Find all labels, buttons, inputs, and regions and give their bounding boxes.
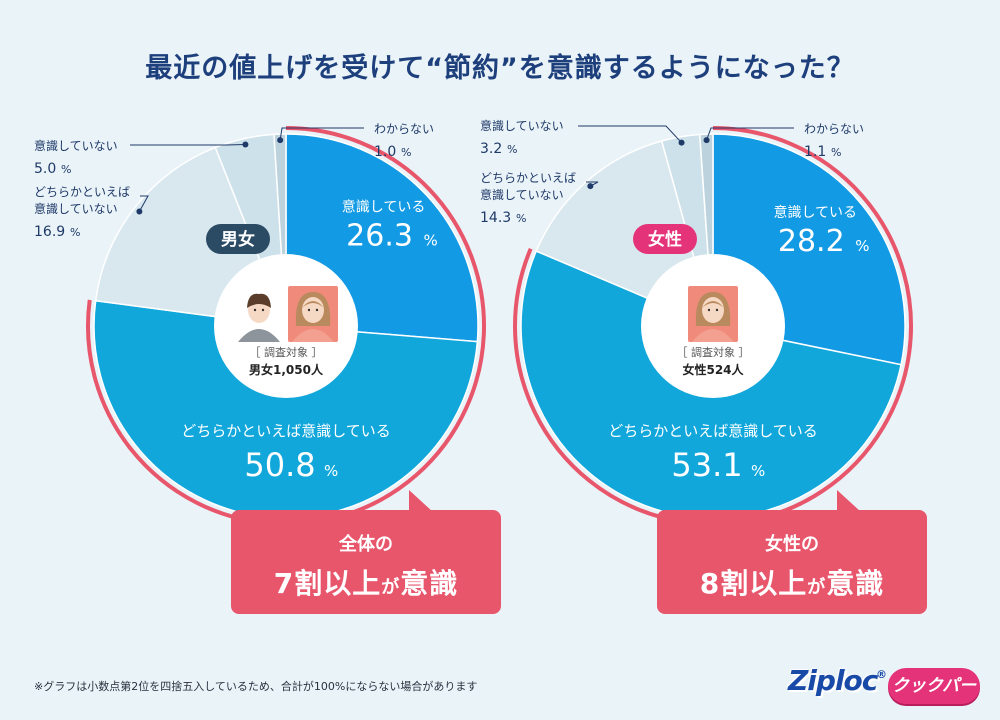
outer-label-text: わからない [804, 122, 864, 136]
outer-label-text: 意識していない [480, 118, 564, 133]
outer-label-value: 5.0 [34, 161, 56, 177]
slice-label: 意識している [342, 198, 426, 215]
slice-label: 意識している [773, 204, 857, 221]
percent-sign: % [751, 462, 765, 480]
outer-label-not: 意識していない 5.0% [34, 138, 249, 177]
outer-label-text: 意識していない [34, 201, 118, 216]
outer-label-text: どちらかといえば [34, 185, 130, 199]
callout-end: 意識 [400, 567, 459, 600]
callout-tail [837, 490, 861, 512]
callout-line2: 8割以上が意識 [657, 562, 927, 602]
percent-sign: % [324, 462, 338, 480]
callout-female: 女性の 8割以上が意識 [657, 490, 927, 614]
group-badge-text: 男女 [221, 229, 255, 250]
highlight-ring [513, 126, 913, 526]
callout-particle: が [381, 577, 401, 598]
outer-label-unknown: わからない 1.0% [277, 122, 434, 160]
callout-particle: が [807, 577, 827, 598]
female-icon [288, 286, 338, 342]
female-icon [688, 286, 738, 342]
outer-label-text: わからない [374, 122, 434, 136]
group-badge-text: 女性 [648, 229, 682, 250]
survey-label: ［ 調査対象 ］ [250, 345, 323, 359]
outer-label-text: どちらかといえば [480, 171, 576, 185]
callout-main: 7割以上 [273, 567, 382, 600]
chart-title: 最近の値上げを受けて“節約”を意識するようになった？ [145, 53, 855, 84]
footnote: ※グラフは小数点第2位を四捨五入しているため、合計が100%にならない場合があり… [34, 680, 478, 693]
percent-sign: % [70, 226, 80, 239]
outer-label-value: 3.2 [480, 141, 502, 157]
survey-label: ［ 調査対象 ］ [677, 345, 750, 359]
slice-label: どちらかといえば意識している [608, 422, 818, 440]
callout-end: 意識 [826, 567, 885, 600]
slice-label: どちらかといえば意識している [181, 422, 391, 440]
outer-label-text: 意識していない [480, 187, 564, 202]
group-badge [633, 224, 697, 254]
percent-sign: % [424, 231, 438, 249]
percent-sign: % [831, 146, 841, 159]
percent-sign: % [61, 163, 71, 176]
slice-value: 53.1 [671, 446, 742, 484]
survey-value: 女性524人 [682, 362, 744, 377]
outer-label-value: 1.1 [804, 144, 826, 160]
percent-sign: % [516, 212, 526, 225]
percent-sign: % [401, 146, 411, 159]
callout-line2: 7割以上が意識 [231, 562, 501, 602]
outer-label-value: 14.3 [480, 210, 511, 226]
percent-sign: % [855, 237, 869, 255]
slice-value: 28.2 [778, 224, 845, 259]
callout-line1: 女性の [765, 534, 819, 555]
survey-value: 男女1,050人 [249, 362, 324, 377]
outer-label-value: 1.0 [374, 144, 396, 160]
group-badge [206, 224, 270, 254]
outer-label-text: 意識していない [34, 138, 118, 153]
outer-label-unknown: わからない 1.1% [703, 122, 864, 160]
callout-main: 8割以上 [699, 567, 808, 600]
percent-sign: % [507, 143, 517, 156]
male-icon [234, 286, 284, 342]
callout-tail [409, 490, 433, 512]
highlight-ring [86, 126, 486, 526]
slice-value: 26.3 [346, 218, 413, 253]
outer-label-value: 16.9 [34, 224, 65, 240]
registered-mark: ® [876, 668, 887, 681]
cookpa-logo: クックパー [888, 668, 980, 704]
callout-line1: 全体の [339, 534, 393, 555]
outer-label-not: 意識していない 3.2% [480, 118, 685, 157]
ziploc-logo: Ziploc [788, 664, 878, 697]
callout-all: 全体の 7割以上が意識 [231, 490, 501, 614]
slice-value: 50.8 [244, 446, 315, 484]
